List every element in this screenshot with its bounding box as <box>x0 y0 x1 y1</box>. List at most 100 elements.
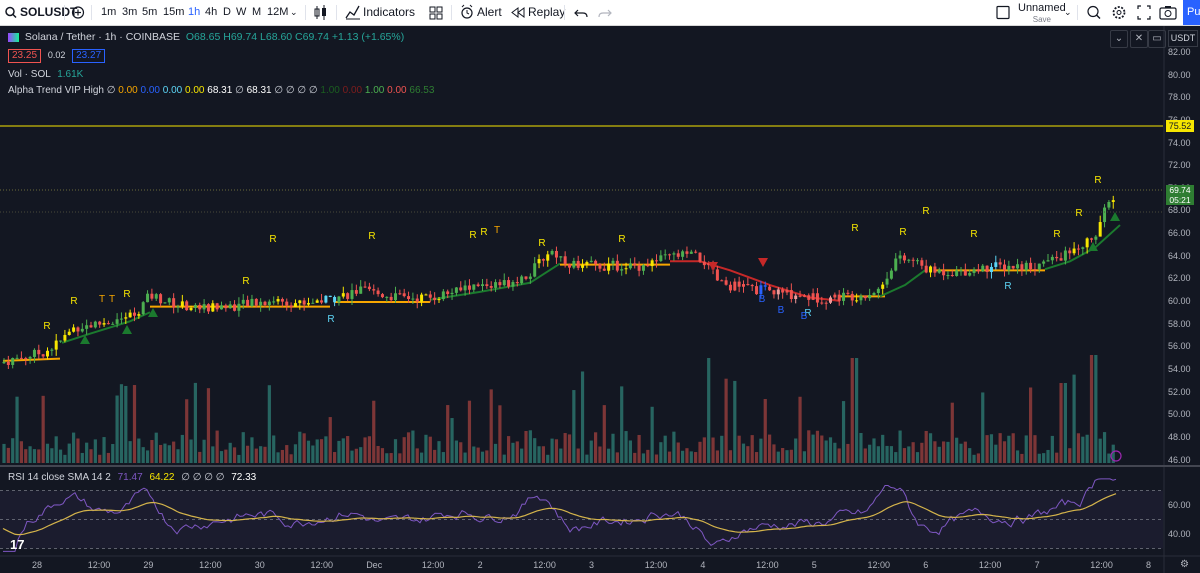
time-axis-label: 5 <box>811 560 817 570</box>
undo-icon[interactable] <box>574 0 588 25</box>
add-symbol-icon[interactable] <box>71 0 85 25</box>
layout-checkbox-icon[interactable] <box>996 0 1010 25</box>
candle-body <box>598 264 602 269</box>
volume-bar <box>132 385 137 463</box>
redo-icon[interactable] <box>598 0 612 25</box>
candle-body <box>224 305 228 309</box>
signal-marker-r: R <box>242 276 249 287</box>
volume-bar <box>567 434 572 463</box>
volume-bar <box>702 437 706 463</box>
volume-bar <box>972 454 976 463</box>
volume-bar <box>228 442 232 463</box>
candle-body <box>515 282 519 284</box>
volume-bar <box>154 432 158 463</box>
chart-settings-icon[interactable]: ⚙ <box>1180 559 1189 570</box>
replay-button[interactable]: Replay <box>528 5 566 19</box>
volume-bar <box>1063 383 1067 463</box>
sell-button[interactable]: 23.25 <box>8 49 42 63</box>
volume-bar <box>337 440 341 463</box>
layout-name[interactable]: Unnamed Save <box>1018 3 1066 25</box>
rsi-empty-values: ∅ ∅ ∅ ∅ <box>181 472 225 483</box>
save-label: Save <box>1032 15 1051 24</box>
candle-body <box>63 334 67 341</box>
buy-button[interactable]: 23.27 <box>72 49 106 63</box>
volume-bar <box>863 448 867 463</box>
candle-body <box>550 250 554 255</box>
timeframe-1m[interactable]: 1m <box>101 6 117 18</box>
candle-body <box>463 285 467 291</box>
quick-search-icon[interactable] <box>1086 0 1102 25</box>
timeframe-12m[interactable]: 12M <box>267 6 289 18</box>
fullscreen-icon[interactable] <box>1136 0 1152 25</box>
candle-body <box>968 272 972 276</box>
signal-marker-r: R <box>70 296 77 307</box>
maximize-pane-icon[interactable]: ▭ <box>1148 30 1166 48</box>
timeframe-m[interactable]: M <box>252 6 262 18</box>
candle-body <box>1059 258 1063 261</box>
publish-button[interactable]: Pu <box>1183 0 1200 25</box>
top-toolbar: SOLUSDT 1m 3m 5m 15m 1h 4h D W M 12M ⌄ I… <box>0 0 1200 26</box>
volume-bar <box>554 439 559 463</box>
replay-icon[interactable] <box>511 0 525 25</box>
volume-bar <box>259 446 263 463</box>
candle-body <box>850 293 854 301</box>
timeframe-1h[interactable]: 1h <box>188 6 201 18</box>
volume-bar <box>685 448 689 463</box>
close-pane-icon[interactable]: ✕ <box>1130 30 1148 48</box>
volume-bar <box>598 446 602 463</box>
volume-bar <box>833 442 837 463</box>
symbol-name[interactable]: SOLUSDT <box>20 5 78 19</box>
signal-marker-r: R <box>269 234 276 245</box>
candle-body <box>11 357 15 365</box>
volume-bar <box>1020 453 1024 463</box>
volume-bar <box>950 402 954 463</box>
timeframe-5m[interactable]: 5m <box>142 6 158 18</box>
alert-icon[interactable] <box>460 0 474 25</box>
candle-body <box>28 356 32 359</box>
camera-icon[interactable] <box>1159 0 1177 25</box>
currency-selector[interactable]: USDT <box>1168 30 1198 47</box>
volume-bar <box>533 438 537 463</box>
candle-body <box>924 265 928 273</box>
scroll-down-icon[interactable]: ⌄ <box>1110 30 1128 48</box>
layout-dropdown-icon[interactable]: ⌄ <box>1064 7 1072 17</box>
price-scale-label: 60.00 <box>1168 296 1191 307</box>
symbol-search-icon[interactable] <box>4 0 18 25</box>
indicators-icon[interactable] <box>345 0 361 25</box>
alert-button[interactable]: Alert <box>477 5 502 19</box>
volume-bar <box>746 446 750 463</box>
candle-body <box>220 305 223 310</box>
volume-bar <box>1015 450 1020 463</box>
candle-body <box>528 276 532 279</box>
volume-bar <box>424 434 428 463</box>
volume-bar <box>111 444 115 463</box>
timeframe-dropdown-icon[interactable]: ⌄ <box>290 7 298 17</box>
volume-bar <box>550 438 554 463</box>
candle-body <box>324 295 328 303</box>
candle-body <box>607 263 611 271</box>
candle-body <box>1046 260 1050 262</box>
price-scale-label: 52.00 <box>1168 386 1191 397</box>
rsi-pane <box>0 478 1163 552</box>
timeframe-w[interactable]: W <box>236 6 247 18</box>
timeframe-15m[interactable]: 15m <box>163 6 185 18</box>
indicators-button[interactable]: Indicators <box>363 5 416 19</box>
volume-bar <box>1037 453 1041 463</box>
candle-body <box>615 260 619 271</box>
templates-icon[interactable] <box>429 0 443 25</box>
candle-type-icon[interactable] <box>313 0 329 25</box>
volume-bar <box>733 380 737 463</box>
timeframe-4h[interactable]: 4h <box>205 6 218 18</box>
timeframe-d[interactable]: D <box>223 6 231 18</box>
sell-triangle-icon <box>708 262 718 271</box>
settings-gear-icon[interactable] <box>1111 0 1127 25</box>
candle-body <box>215 303 219 310</box>
candle-body <box>37 349 41 355</box>
candle-body <box>820 302 824 304</box>
candle-body <box>32 349 36 357</box>
candle-body <box>963 270 967 276</box>
volume-bar <box>159 444 163 463</box>
timeframe-3m[interactable]: 3m <box>122 6 138 18</box>
